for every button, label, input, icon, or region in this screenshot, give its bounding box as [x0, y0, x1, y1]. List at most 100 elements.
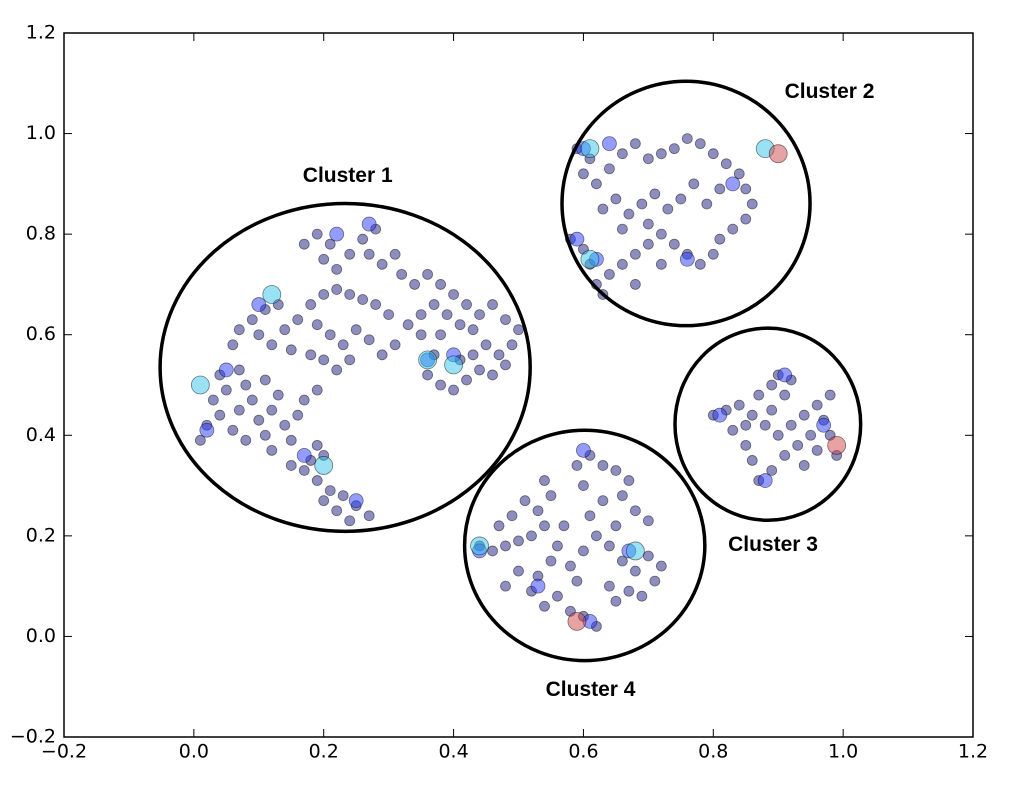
- point: [602, 136, 617, 152]
- cluster-label: Cluster 1: [303, 164, 393, 187]
- point: [798, 460, 810, 471]
- point: [214, 409, 226, 421]
- point: [363, 334, 375, 346]
- point: [805, 429, 817, 441]
- point: [824, 389, 836, 401]
- point: [746, 409, 758, 421]
- point: [629, 505, 641, 517]
- point: [610, 193, 622, 205]
- point: [642, 218, 654, 230]
- y-tick-label: 0.6: [26, 323, 56, 345]
- cluster-outline: [673, 326, 863, 523]
- point: [266, 444, 278, 456]
- point: [565, 560, 576, 572]
- y-tick-label: 0.4: [26, 424, 56, 446]
- point: [298, 465, 310, 476]
- point: [777, 367, 793, 383]
- point: [636, 198, 648, 210]
- point: [348, 493, 364, 509]
- point: [733, 399, 745, 411]
- point: [396, 268, 408, 280]
- point: [344, 354, 356, 366]
- point: [649, 575, 661, 587]
- point: [629, 565, 641, 577]
- point: [190, 375, 210, 395]
- point: [675, 193, 687, 205]
- point: [361, 216, 377, 232]
- point: [305, 349, 317, 361]
- point: [296, 447, 312, 463]
- point: [409, 279, 421, 290]
- point: [272, 389, 284, 401]
- point: [220, 384, 232, 396]
- point: [329, 226, 345, 242]
- point: [597, 495, 609, 507]
- point: [567, 611, 587, 631]
- point: [707, 248, 719, 260]
- point: [262, 285, 282, 304]
- point: [448, 384, 459, 396]
- point: [779, 449, 791, 461]
- point: [227, 424, 239, 436]
- point: [792, 439, 804, 451]
- point: [279, 419, 291, 431]
- point: [389, 248, 401, 260]
- point: [642, 238, 654, 250]
- point: [740, 439, 752, 451]
- point: [383, 309, 395, 321]
- point: [629, 279, 641, 290]
- point: [604, 540, 615, 552]
- point: [649, 188, 661, 200]
- point: [681, 133, 693, 145]
- point: [311, 475, 323, 486]
- x-tick-label: 0.6: [568, 741, 598, 763]
- point: [324, 485, 336, 497]
- point: [314, 456, 334, 475]
- point: [444, 355, 463, 375]
- x-tick-label: 0.4: [438, 741, 468, 763]
- y-tick-label: −0.2: [10, 726, 56, 748]
- point: [376, 349, 388, 361]
- point: [545, 490, 557, 502]
- x-tick-label: 0.2: [309, 741, 339, 763]
- point: [246, 394, 258, 406]
- point: [500, 580, 511, 592]
- point: [350, 324, 362, 336]
- point: [625, 541, 645, 561]
- point: [616, 490, 628, 502]
- x-tick-label: 1.0: [828, 741, 858, 763]
- point: [662, 203, 674, 215]
- point: [604, 163, 615, 175]
- point: [363, 510, 375, 522]
- point: [604, 580, 615, 592]
- point: [240, 434, 252, 446]
- y-tick-label: 1.2: [26, 22, 56, 44]
- point: [688, 178, 700, 190]
- point: [679, 251, 695, 267]
- point: [597, 460, 609, 471]
- point: [576, 442, 591, 458]
- point: [552, 540, 563, 552]
- point: [422, 268, 434, 280]
- point: [240, 379, 252, 391]
- point: [422, 369, 434, 381]
- point: [218, 362, 234, 378]
- point: [357, 294, 369, 305]
- point: [199, 422, 215, 438]
- point: [580, 139, 600, 159]
- point: [746, 198, 758, 210]
- point: [233, 404, 245, 416]
- point: [376, 258, 388, 270]
- point: [324, 238, 336, 250]
- point: [513, 565, 524, 577]
- point: [655, 228, 667, 240]
- point: [545, 555, 557, 567]
- point: [740, 183, 752, 195]
- point: [578, 480, 589, 491]
- point: [487, 545, 498, 557]
- point: [733, 168, 745, 180]
- x-tick-label: −0.2: [41, 741, 87, 763]
- point: [285, 434, 297, 446]
- point: [623, 208, 635, 220]
- point: [571, 575, 583, 587]
